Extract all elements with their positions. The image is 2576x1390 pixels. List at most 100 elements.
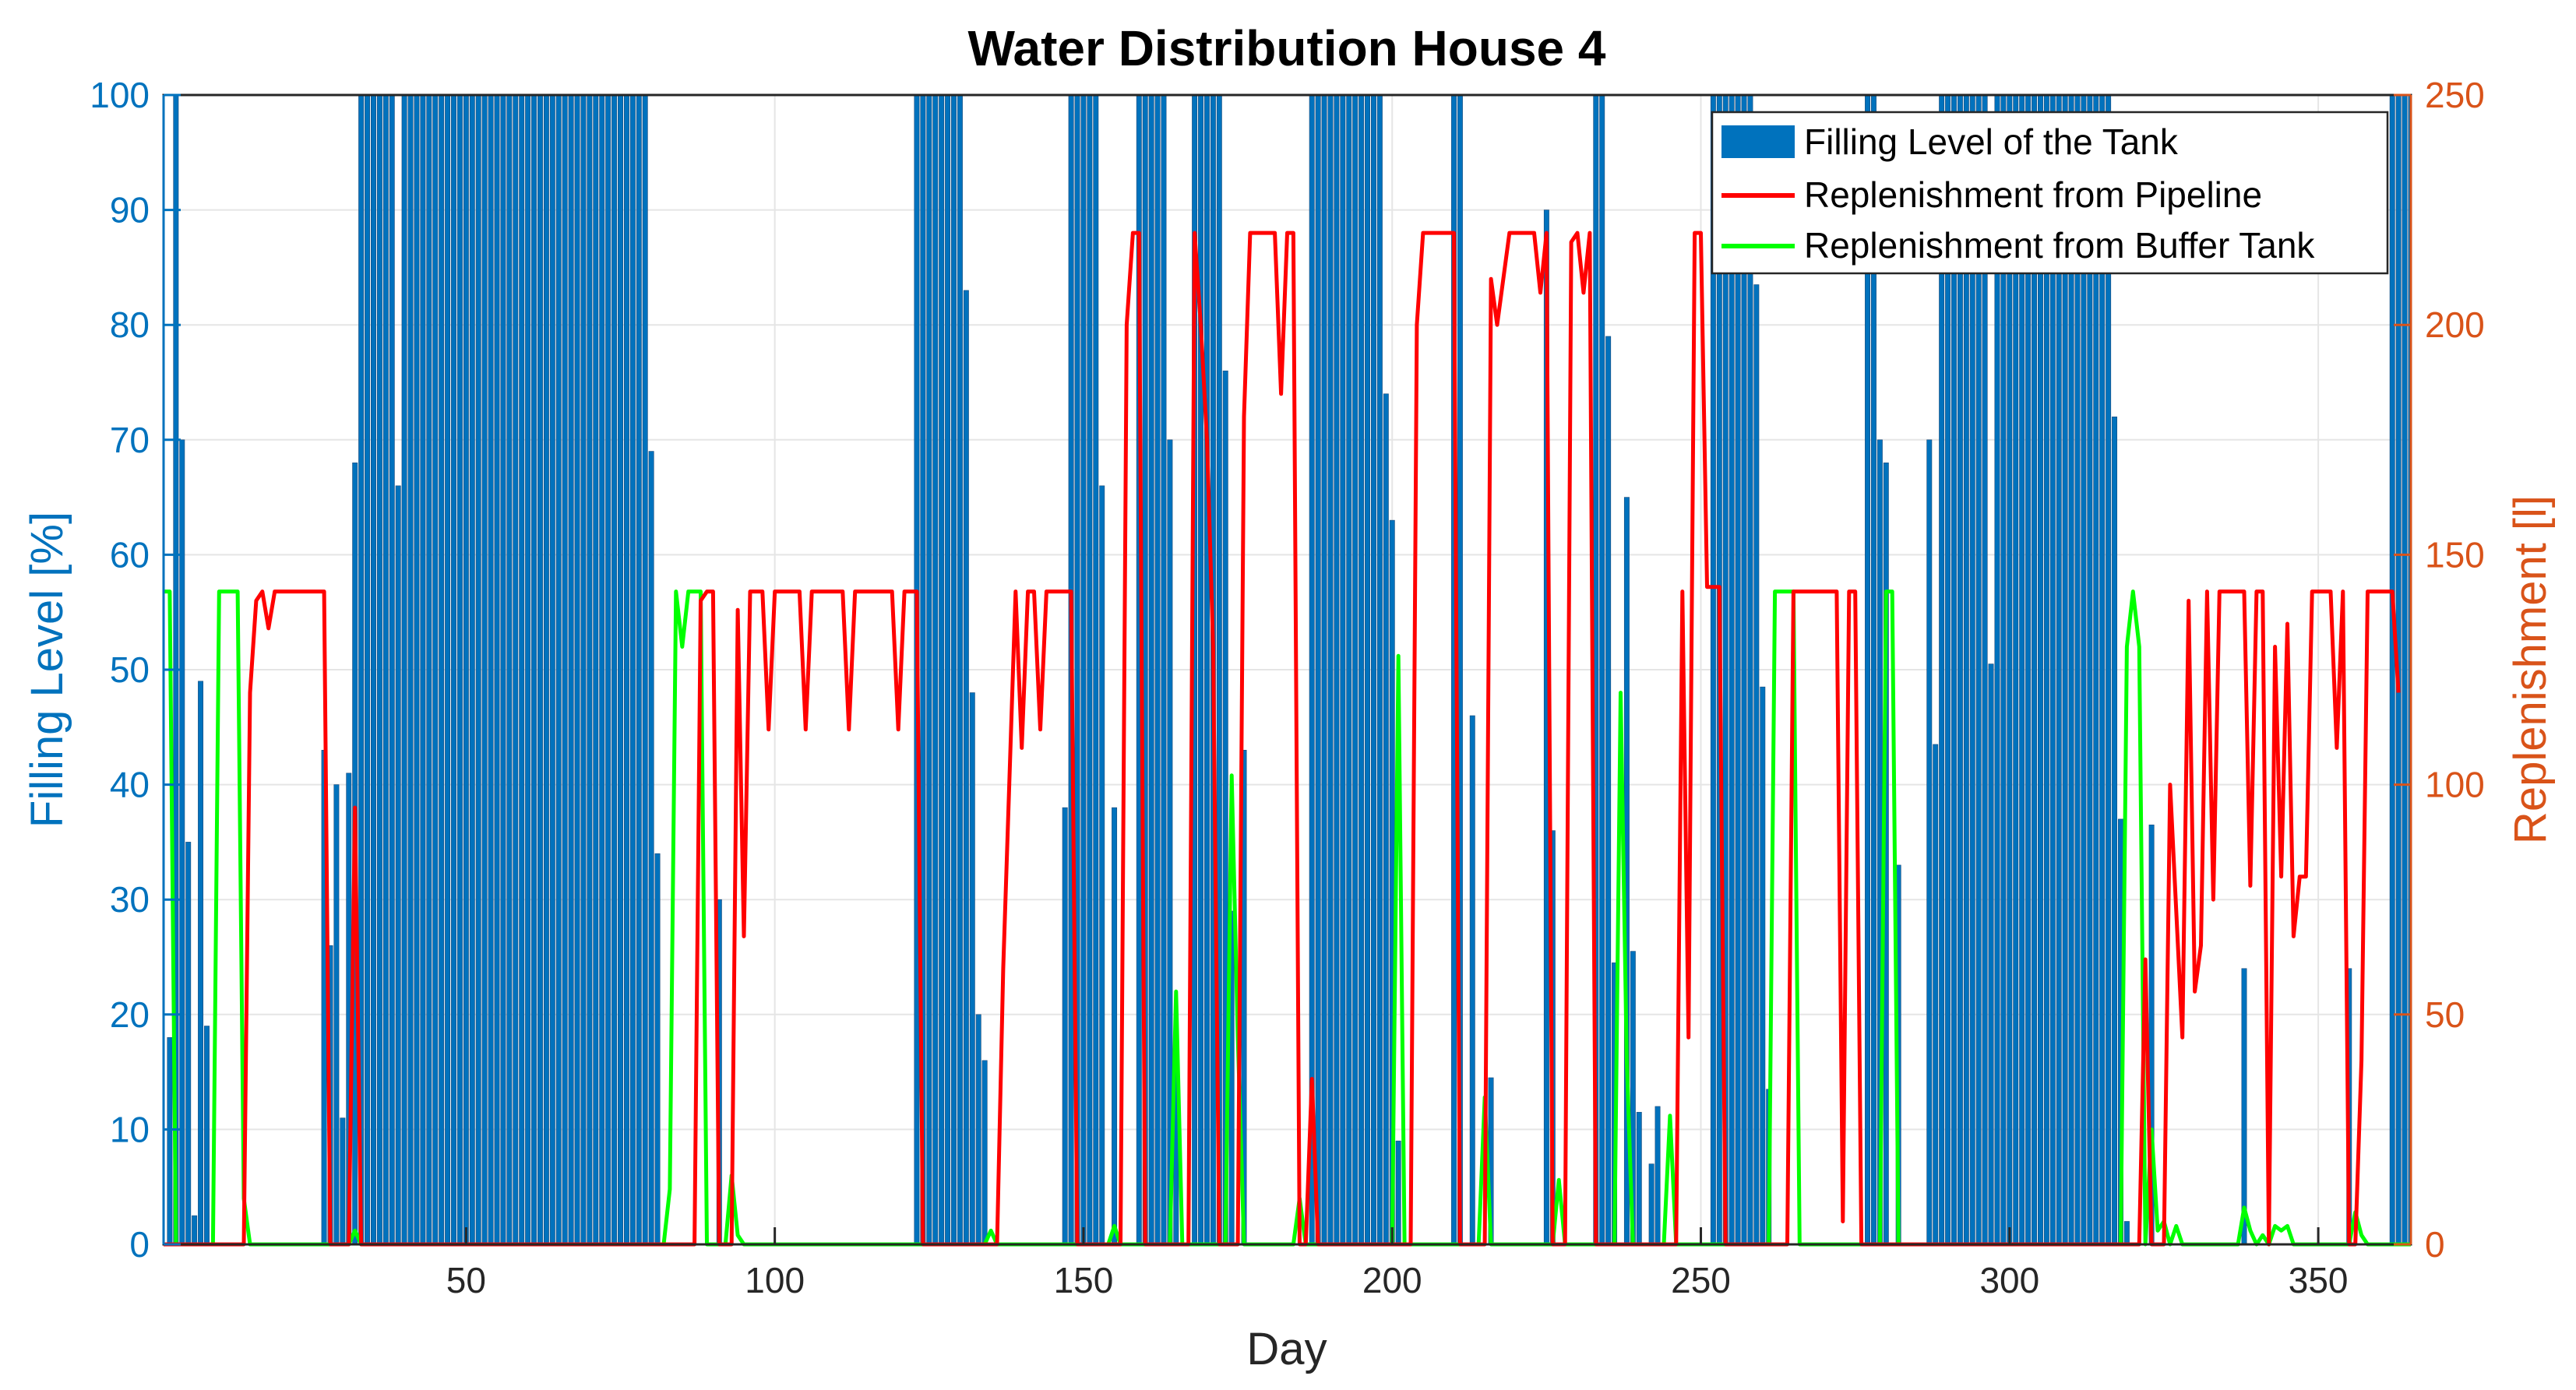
- filling-level-bar: [2241, 968, 2247, 1245]
- y-left-axis-label: Filling Level [%]: [22, 512, 72, 828]
- filling-level-bar: [587, 94, 593, 1245]
- y-left-tick-label: 100: [90, 75, 150, 115]
- y-right-tick-label: 250: [2425, 75, 2485, 115]
- filling-level-bar: [414, 94, 420, 1245]
- filling-level-bar: [420, 94, 426, 1245]
- y-left-tick-label: 10: [110, 1109, 150, 1149]
- y-left-tick-label: 20: [110, 994, 150, 1035]
- x-tick-label: 350: [2289, 1260, 2349, 1300]
- filling-level-bar: [1352, 94, 1358, 1245]
- x-tick-label: 100: [745, 1260, 805, 1300]
- filling-level-bar: [642, 94, 648, 1245]
- filling-level-bar: [1599, 94, 1605, 1245]
- filling-level-bar: [1198, 94, 1204, 1245]
- filling-level-bar: [1087, 94, 1093, 1245]
- filling-level-bar: [333, 784, 340, 1245]
- filling-level-bar: [1760, 686, 1766, 1245]
- filling-level-bar: [531, 94, 537, 1245]
- filling-level-bar: [2123, 1221, 2130, 1245]
- y-right-tick-label: 100: [2425, 765, 2485, 805]
- filling-level-bar: [618, 94, 623, 1245]
- filling-level-bar: [525, 94, 531, 1245]
- filling-level-bar: [1753, 284, 1760, 1245]
- filling-level-bar: [555, 94, 562, 1245]
- legend: Filling Level of the Tank Replenishment …: [1711, 111, 2389, 275]
- filling-level-bar: [537, 94, 543, 1245]
- y-left-tick-label: 30: [110, 879, 150, 920]
- legend-box: [1711, 111, 2389, 275]
- filling-level-bar: [939, 94, 945, 1245]
- filling-level-bar: [1648, 1163, 1654, 1245]
- legend-label-buffer: Replenishment from Buffer Tank: [1804, 225, 2315, 266]
- filling-level-bar: [500, 94, 506, 1245]
- filling-level-bar: [1154, 94, 1161, 1245]
- filling-level-bar: [945, 94, 951, 1245]
- filling-level-bar: [1161, 94, 1167, 1245]
- filling-level-bar: [543, 94, 549, 1245]
- filling-level-bar: [463, 94, 469, 1245]
- filling-level-bar: [593, 94, 599, 1245]
- filling-level-bar: [636, 94, 642, 1245]
- filling-level-bar: [932, 94, 939, 1245]
- filling-level-bar: [599, 94, 605, 1245]
- filling-level-bar: [2112, 416, 2118, 1245]
- axes: 50 100 150 200 250 300 350 0 10 20 30 40 50 60 70 80 90 1…: [90, 75, 2485, 1300]
- filling-level-bar: [1148, 94, 1154, 1245]
- filling-level-bar: [1099, 485, 1105, 1245]
- filling-level-bar: [1395, 1140, 1401, 1245]
- filling-level-bar: [981, 1060, 988, 1245]
- filling-level-bar: [1080, 94, 1087, 1245]
- x-tick-label: 50: [446, 1260, 486, 1300]
- filling-level-bar: [611, 94, 618, 1245]
- filling-level-bar: [407, 94, 414, 1245]
- filling-level-bar: [654, 853, 661, 1245]
- y-right-tick-label: 150: [2425, 534, 2485, 575]
- filling-level-bar: [1327, 94, 1334, 1245]
- filling-level-bar: [1358, 94, 1365, 1245]
- legend-label-pipeline: Replenishment from Pipeline: [1804, 174, 2262, 215]
- filling-level-bar: [376, 94, 382, 1245]
- filling-level-bar: [648, 451, 654, 1245]
- filling-level-bar: [494, 94, 500, 1245]
- filling-level-bar: [1365, 94, 1371, 1245]
- y-left-tick-label: 50: [110, 649, 150, 690]
- filling-level-bar: [395, 485, 401, 1245]
- filling-level-bar: [1346, 94, 1352, 1245]
- filling-level-bar: [371, 94, 376, 1245]
- filling-level-bar: [365, 94, 371, 1245]
- filling-level-bar: [167, 1037, 173, 1245]
- chart-title: Water Distribution House 4: [967, 20, 1605, 76]
- y-left-tick-label: 70: [110, 420, 150, 460]
- y-left-tick-label: 90: [110, 190, 150, 230]
- filling-level-bar: [382, 94, 389, 1245]
- filling-level-bar: [439, 94, 445, 1245]
- filling-level-bar: [562, 94, 568, 1245]
- filling-level-bar: [1321, 94, 1327, 1245]
- filling-level-bar: [475, 94, 481, 1245]
- filling-level-bar: [1926, 439, 1933, 1245]
- x-tick-label: 200: [1362, 1260, 1422, 1300]
- filling-level-bar: [580, 94, 587, 1245]
- filling-level-bar: [1383, 393, 1389, 1245]
- filling-level-bar: [488, 94, 494, 1245]
- filling-level-bar: [1340, 94, 1346, 1245]
- filling-level-bar: [1605, 336, 1612, 1245]
- filling-level-bar: [574, 94, 580, 1245]
- y-right-tick-label: 50: [2425, 994, 2465, 1035]
- filling-level-bar: [951, 94, 957, 1245]
- filling-level-bar: [389, 94, 395, 1245]
- filling-level-bar: [1062, 807, 1068, 1245]
- filling-level-bar: [629, 94, 636, 1245]
- x-tick-label: 250: [1671, 1260, 1731, 1300]
- x-axis-label: Day: [1246, 1324, 1327, 1374]
- y-left-tick-label: 80: [110, 304, 150, 345]
- filling-level-bar: [1988, 663, 1994, 1245]
- filling-level-bar: [926, 94, 932, 1245]
- filling-level-bar: [2402, 94, 2408, 1245]
- filling-level-bar: [1370, 94, 1376, 1245]
- filling-level-bar: [1469, 715, 1475, 1245]
- filling-level-bar: [605, 94, 611, 1245]
- pipeline-line: [164, 230, 2401, 1247]
- filling-level-bar: [451, 94, 456, 1245]
